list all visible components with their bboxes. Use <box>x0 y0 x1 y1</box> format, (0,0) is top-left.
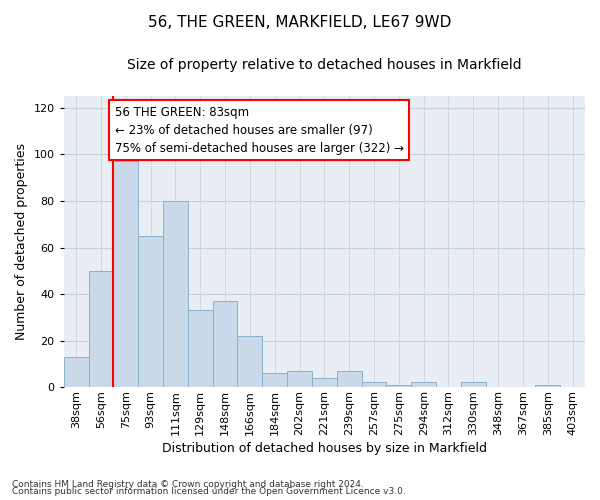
Bar <box>362 382 386 387</box>
Text: 56 THE GREEN: 83sqm
← 23% of detached houses are smaller (97)
75% of semi-detach: 56 THE GREEN: 83sqm ← 23% of detached ho… <box>115 106 404 154</box>
Bar <box>287 371 312 387</box>
Bar <box>337 371 362 387</box>
Bar <box>64 357 89 387</box>
Bar <box>461 382 486 387</box>
Bar <box>138 236 163 387</box>
Text: Contains HM Land Registry data © Crown copyright and database right 2024.: Contains HM Land Registry data © Crown c… <box>12 480 364 489</box>
Bar <box>386 385 411 387</box>
X-axis label: Distribution of detached houses by size in Markfield: Distribution of detached houses by size … <box>162 442 487 455</box>
Bar <box>411 382 436 387</box>
Bar <box>188 310 212 387</box>
Bar <box>212 301 238 387</box>
Text: 56, THE GREEN, MARKFIELD, LE67 9WD: 56, THE GREEN, MARKFIELD, LE67 9WD <box>148 15 452 30</box>
Bar <box>312 378 337 387</box>
Bar <box>89 271 113 387</box>
Bar <box>535 385 560 387</box>
Text: Contains public sector information licensed under the Open Government Licence v3: Contains public sector information licen… <box>12 488 406 496</box>
Bar <box>163 201 188 387</box>
Title: Size of property relative to detached houses in Markfield: Size of property relative to detached ho… <box>127 58 521 71</box>
Bar <box>262 373 287 387</box>
Bar <box>238 336 262 387</box>
Y-axis label: Number of detached properties: Number of detached properties <box>15 143 28 340</box>
Bar <box>113 162 138 387</box>
